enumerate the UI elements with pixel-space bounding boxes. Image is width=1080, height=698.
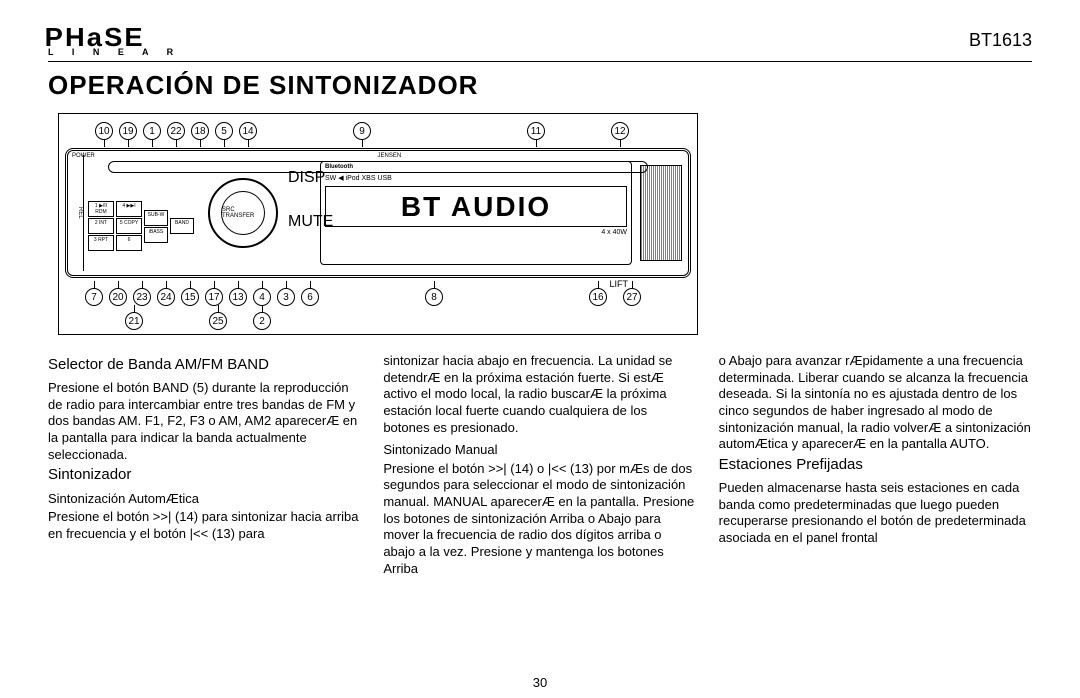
callout-11: 11 bbox=[527, 122, 545, 140]
page-header: PHaSE L I N E A R BT1613 bbox=[48, 24, 1032, 62]
para-band-selector: Presione el botón BAND (5) durante la re… bbox=[48, 380, 361, 463]
volume-knob: SRC TRANSFER bbox=[208, 178, 278, 248]
callout-7: 7 bbox=[85, 288, 103, 306]
face-button: MUTE bbox=[288, 213, 312, 231]
usb-aux-panel bbox=[640, 165, 682, 261]
callout-25: 25 bbox=[209, 312, 227, 330]
callout-1: 1 bbox=[143, 122, 161, 140]
power-label: POWER bbox=[72, 153, 95, 159]
button-column-4: BAND bbox=[170, 181, 194, 271]
button-column-1: 1 ▶/II RDM2 INT3 RPT bbox=[88, 181, 114, 271]
callout-5: 5 bbox=[215, 122, 233, 140]
heading-band-selector: Selector de Banda AM/FM BAND bbox=[48, 355, 361, 374]
knob-area: SRC TRANSFER DISPMUTE bbox=[198, 155, 288, 271]
logo-main-text: PHaSE bbox=[45, 24, 185, 50]
page-number: 30 bbox=[533, 675, 547, 690]
para-presets: Pueden almacenarse hasta seis estaciones… bbox=[719, 480, 1032, 547]
para-manual-cont: o Abajo para avanzar rÆpidamente a una f… bbox=[719, 353, 1032, 453]
callout-6: 6 bbox=[301, 288, 319, 306]
column-3: o Abajo para avanzar rÆpidamente a una f… bbox=[719, 353, 1032, 579]
callout-4: 4 bbox=[253, 288, 271, 306]
para-manual-tune: Presione el botón >>| (14) o |<< (13) po… bbox=[383, 461, 696, 577]
heading-tuner: Sintonizador bbox=[48, 465, 361, 484]
callout-15: 15 bbox=[181, 288, 199, 306]
display-icons: SW ◀ iPod XBS USB bbox=[325, 174, 627, 182]
callouts-bottom-1: 7 20 23 24 15 17 13 436 8 16 27 bbox=[65, 288, 691, 306]
brand-logo: PHaSE L I N E A R bbox=[48, 24, 181, 57]
callout-3: 3 bbox=[277, 288, 295, 306]
callout-20: 20 bbox=[109, 288, 127, 306]
callouts-top: 10 19 1 22 18 5 14 9 11 12 bbox=[65, 122, 691, 140]
callout-19: 19 bbox=[119, 122, 137, 140]
callouts-bottom-2: 21 25 2 bbox=[65, 312, 691, 330]
para-tune-cont: sintonizar hacia abajo en frecuencia. La… bbox=[383, 353, 696, 436]
callout-18: 18 bbox=[191, 122, 209, 140]
lift-label: LIFT bbox=[609, 279, 628, 289]
text-columns: Selector de Banda AM/FM BAND Presione el… bbox=[48, 353, 1032, 579]
callout-2: 2 bbox=[253, 312, 271, 330]
knob-center: SRC TRANSFER bbox=[221, 191, 265, 235]
model-number: BT1613 bbox=[969, 30, 1032, 51]
callout-14: 14 bbox=[239, 122, 257, 140]
display-main-text: BT AUDIO bbox=[325, 186, 627, 227]
subheading-manual-tune: Sintonizado Manual bbox=[383, 442, 696, 459]
radio-diagram: 10191221851491112 POWERJENSEN REL 1 ▶/II… bbox=[58, 113, 698, 335]
para-auto-tune: Presione el botón >>| (14) para sintoniz… bbox=[48, 509, 361, 542]
face-button: 3 RPT bbox=[88, 235, 114, 251]
page-title: OPERACIÓN DE SINTONIZADOR bbox=[48, 70, 1032, 101]
face-button: SUB-W bbox=[144, 210, 168, 226]
callout-21: 21 bbox=[125, 312, 143, 330]
callout-9: 9 bbox=[353, 122, 371, 140]
column-1: Selector de Banda AM/FM BAND Presione el… bbox=[48, 353, 361, 579]
brand-label: JENSEN bbox=[378, 153, 402, 159]
column-2: sintonizar hacia abajo en frecuencia. La… bbox=[383, 353, 696, 579]
heading-presets: Estaciones Prefijadas bbox=[719, 455, 1032, 474]
display-power: 4 x 40W bbox=[325, 229, 627, 236]
subheading-auto-tune: Sintonización AutomÆtica bbox=[48, 491, 361, 508]
button-column-2: 4 ▶▶I5 COPY6 bbox=[116, 181, 142, 271]
face-button: 1 ▶/II RDM bbox=[88, 201, 114, 217]
callout-27: 27 bbox=[623, 288, 641, 306]
bluetooth-icon: Bluetooth bbox=[325, 164, 353, 170]
face-button: DISP bbox=[288, 169, 312, 187]
callout-12: 12 bbox=[611, 122, 629, 140]
face-button: BAND bbox=[170, 218, 194, 234]
callout-17: 17 bbox=[205, 288, 223, 306]
callout-10: 10 bbox=[95, 122, 113, 140]
callout-23: 23 bbox=[133, 288, 151, 306]
face-button: 6 bbox=[116, 235, 142, 251]
callout-13: 13 bbox=[229, 288, 247, 306]
callout-22: 22 bbox=[167, 122, 185, 140]
callout-8: 8 bbox=[425, 288, 443, 306]
face-button: 4 ▶▶I bbox=[116, 201, 142, 217]
face-button: 2 INT bbox=[88, 218, 114, 234]
callout-16: 16 bbox=[589, 288, 607, 306]
radio-faceplate: POWERJENSEN REL 1 ▶/II RDM2 INT3 RPT 4 ▶… bbox=[65, 148, 691, 278]
callout-24: 24 bbox=[157, 288, 175, 306]
button-column-3: SUB-WiBASS bbox=[144, 181, 168, 271]
face-button: 5 COPY bbox=[116, 218, 142, 234]
face-button: iBASS bbox=[144, 227, 168, 243]
lcd-display: Bluetooth SW ◀ iPod XBS USB BT AUDIO 4 x… bbox=[320, 161, 632, 265]
